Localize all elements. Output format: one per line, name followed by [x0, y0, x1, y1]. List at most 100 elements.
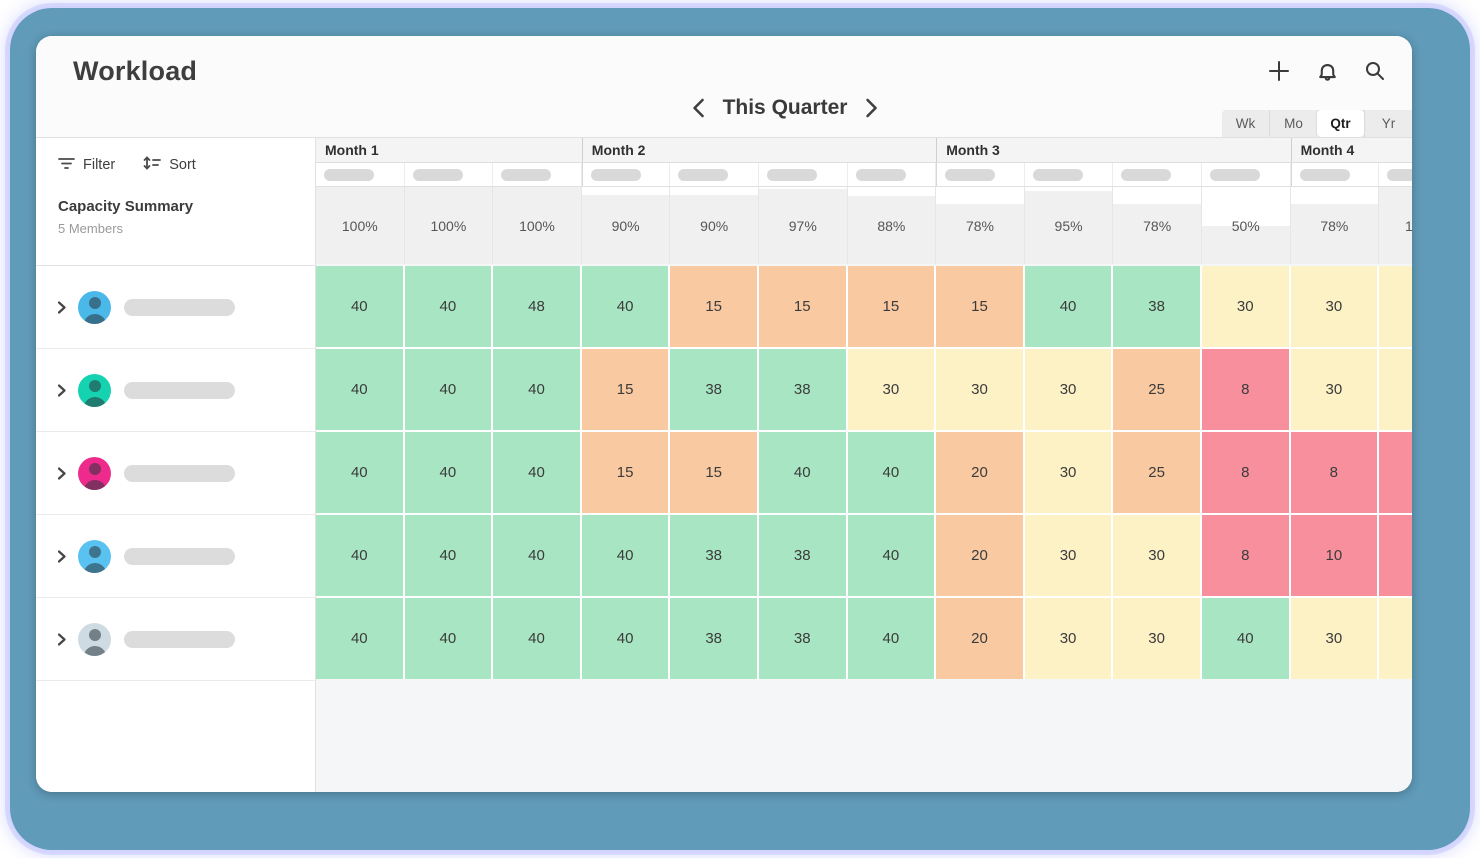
workload-cell[interactable]: 25 [1113, 432, 1200, 513]
capacity-fill-bar [493, 187, 581, 264]
workload-cell[interactable]: 40 [493, 515, 580, 596]
workload-cell[interactable]: 30 [1290, 598, 1378, 679]
view-toggle-wk[interactable]: Wk [1235, 116, 1256, 131]
workload-cell[interactable]: 40 [316, 349, 403, 430]
member-row[interactable] [36, 349, 315, 432]
workload-cell[interactable]: 40 [316, 266, 403, 347]
workload-cell[interactable]: 30 [1113, 598, 1200, 679]
member-row[interactable] [36, 515, 315, 598]
workload-cell[interactable]: 40 [316, 598, 403, 679]
workload-cell[interactable]: 40 [404, 598, 492, 679]
workload-cell[interactable]: 38 [758, 349, 846, 430]
workload-cell[interactable]: 40 [404, 266, 492, 347]
workload-cell[interactable]: 40 [847, 432, 935, 513]
workload-cell[interactable] [1379, 349, 1412, 430]
workload-cell[interactable]: 30 [1024, 598, 1112, 679]
workload-cell[interactable]: 15 [670, 432, 757, 513]
workload-cell[interactable]: 40 [316, 515, 403, 596]
view-toggle-qtr[interactable]: Qtr [1317, 110, 1364, 137]
workload-cell[interactable]: 40 [758, 432, 846, 513]
workload-cell[interactable]: 48 [493, 266, 580, 347]
workload-cell[interactable]: 8 [1290, 432, 1378, 513]
workload-cell[interactable]: 15 [758, 266, 846, 347]
chevron-right-icon[interactable] [58, 632, 68, 646]
capacity-percent: 78% [1320, 217, 1349, 234]
workload-cell[interactable]: 15 [847, 266, 935, 347]
workload-cell[interactable]: 30 [1024, 515, 1112, 596]
workload-cell[interactable]: 30 [847, 349, 935, 430]
workload-cell[interactable]: 15 [581, 349, 669, 430]
chevron-right-icon[interactable] [58, 549, 68, 563]
week-label-placeholder [678, 168, 729, 181]
workload-cell[interactable]: 40 [404, 515, 492, 596]
workload-cell[interactable]: 30 [1290, 266, 1378, 347]
member-row[interactable] [36, 432, 315, 515]
workload-cell[interactable]: 40 [847, 515, 935, 596]
member-row[interactable] [36, 598, 315, 681]
plus-icon[interactable] [1266, 58, 1292, 84]
month-label: Month 1 [325, 142, 379, 158]
chevron-right-icon[interactable] [58, 466, 68, 480]
workload-cell[interactable]: 15 [670, 266, 757, 347]
workload-cell[interactable]: 38 [758, 515, 846, 596]
workload-cell[interactable]: 30 [936, 349, 1023, 430]
view-toggle-yr[interactable]: Yr [1364, 110, 1412, 137]
workload-cell[interactable]: 20 [936, 598, 1023, 679]
workload-cell[interactable]: 40 [581, 266, 669, 347]
workload-cell[interactable]: 30 [1024, 432, 1112, 513]
workload-cell[interactable]: 30 [1201, 266, 1289, 347]
workload-cell[interactable]: 40 [847, 598, 935, 679]
period-navigation: This Quarter [689, 96, 882, 120]
workload-cell[interactable]: 40 [493, 432, 580, 513]
workload-cell[interactable]: 20 [936, 515, 1023, 596]
chevron-right-icon[interactable] [58, 300, 68, 314]
workload-cell[interactable]: 38 [670, 349, 757, 430]
workload-cell[interactable]: 25 [1113, 349, 1200, 430]
workload-cell[interactable]: 40 [1024, 266, 1112, 347]
workload-cell[interactable]: 38 [670, 598, 757, 679]
workload-row: 40 40 40 40 38 38 40 20 30 30 8 10 [316, 515, 1412, 596]
workload-cell[interactable]: 15 [581, 432, 669, 513]
capacity-cell: 50% [1201, 187, 1291, 264]
workload-cell[interactable]: 40 [493, 349, 580, 430]
workload-cell[interactable]: 30 [1113, 515, 1200, 596]
next-period-button[interactable] [861, 96, 881, 120]
capacity-cell: 100% [493, 187, 582, 264]
workload-cell[interactable]: 40 [316, 432, 403, 513]
filter-button[interactable]: Filter [58, 156, 115, 174]
workload-cell[interactable] [1379, 515, 1412, 596]
week-header-cell [1290, 163, 1380, 186]
workload-cell[interactable] [1379, 432, 1412, 513]
avatar-body [83, 479, 106, 490]
workload-cell[interactable]: 30 [1024, 349, 1112, 430]
workload-cell[interactable]: 40 [581, 515, 669, 596]
workload-cell[interactable]: 40 [404, 349, 492, 430]
workload-cell[interactable]: 8 [1201, 349, 1289, 430]
workload-cell[interactable]: 40 [1201, 598, 1289, 679]
sort-button[interactable]: Sort [143, 156, 196, 174]
workload-cell[interactable]: 40 [581, 598, 669, 679]
chevron-right-icon[interactable] [58, 383, 68, 397]
prev-period-button[interactable] [689, 96, 709, 120]
workload-grid: Month 1 Month 2 Month 3 Month 4 100% 100% 100… [316, 138, 1412, 792]
workload-cell[interactable]: 8 [1201, 432, 1289, 513]
week-header-cell [936, 163, 1025, 186]
workload-cell[interactable]: 38 [1113, 266, 1200, 347]
workload-cell[interactable] [1379, 598, 1412, 679]
workload-cell[interactable]: 38 [670, 515, 757, 596]
workload-cell[interactable]: 40 [493, 598, 580, 679]
workload-cell[interactable]: 38 [758, 598, 846, 679]
avatar-body [83, 562, 106, 573]
view-toggle-mo[interactable]: Mo [1269, 110, 1317, 137]
search-icon[interactable] [1362, 58, 1388, 84]
workload-cell[interactable]: 10 [1290, 515, 1378, 596]
workload-cell[interactable]: 8 [1201, 515, 1289, 596]
workload-cell[interactable] [1379, 266, 1412, 347]
bell-icon[interactable] [1314, 58, 1340, 84]
member-row[interactable] [36, 266, 315, 349]
workload-cell[interactable]: 30 [1290, 349, 1378, 430]
workload-cell[interactable]: 20 [936, 432, 1023, 513]
workload-row: 40 40 48 40 15 15 15 15 40 38 30 30 [316, 266, 1412, 347]
workload-cell[interactable]: 40 [404, 432, 492, 513]
workload-cell[interactable]: 15 [936, 266, 1023, 347]
